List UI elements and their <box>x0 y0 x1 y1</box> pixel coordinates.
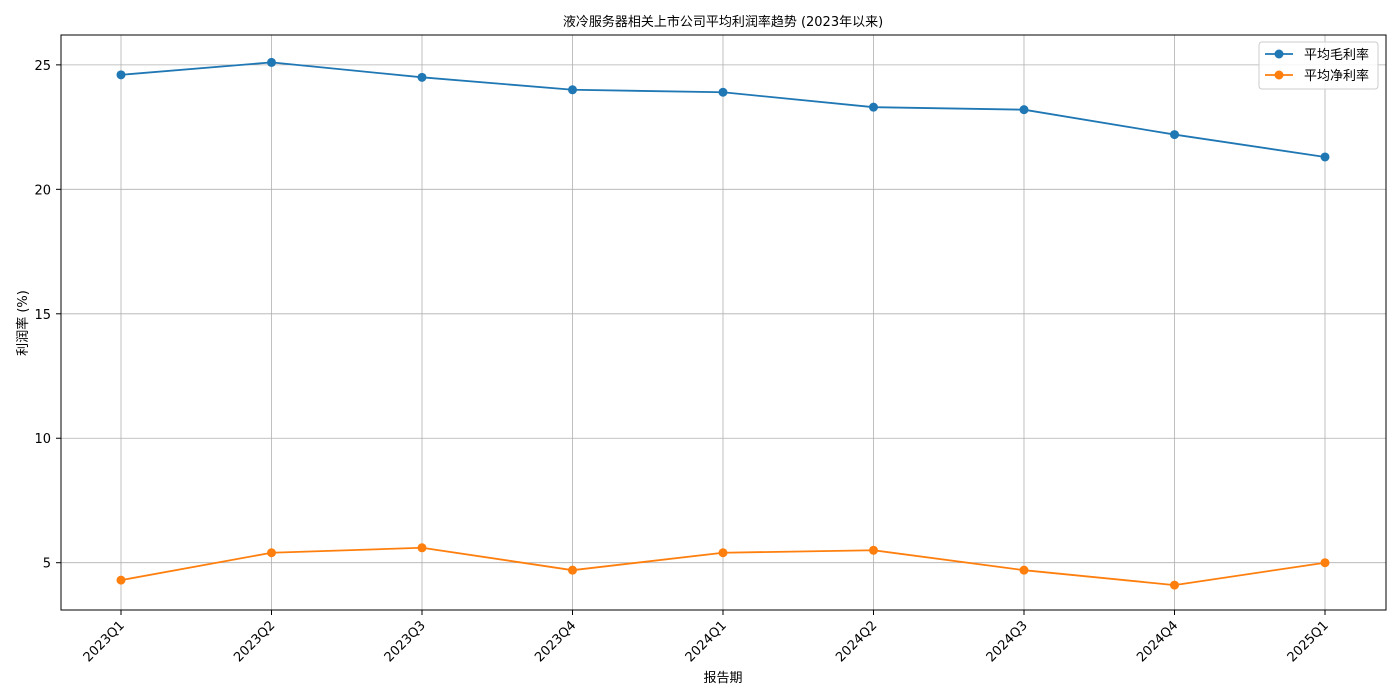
y-tick-label: 10 <box>34 432 51 447</box>
y-tick-label: 5 <box>43 557 51 572</box>
data-point-0 <box>116 70 126 80</box>
y-tick-label: 15 <box>34 308 51 323</box>
x-tick-label: 2024Q1 <box>683 618 730 665</box>
x-axis-label: 报告期 <box>703 671 742 686</box>
grid-layer <box>61 35 1386 610</box>
x-tick-label: 2023Q3 <box>382 618 429 665</box>
data-point-1 <box>267 548 276 558</box>
data-point-0 <box>1019 105 1029 115</box>
legend-item-net-margin: 平均净利率 <box>1265 68 1369 84</box>
data-point-1 <box>1170 580 1179 590</box>
data-point-0 <box>718 87 728 97</box>
legend-marker-gross-margin <box>1274 49 1284 59</box>
x-tick-label: 2024Q4 <box>1134 618 1181 665</box>
data-point-1 <box>1320 558 1330 568</box>
plot-frame <box>60 34 1387 611</box>
data-point-0 <box>1170 130 1179 140</box>
data-point-1 <box>417 543 427 553</box>
data-point-0 <box>1320 152 1330 162</box>
legend-label-net-margin: 平均净利率 <box>1304 68 1369 84</box>
chart-title: 液冷服务器相关上市公司平均利润率趋势 (2023年以来) <box>563 14 883 30</box>
x-axis: 2023Q1 2023Q2 2023Q3 2023Q4 2024Q1 2024Q2 2024… <box>81 610 1332 665</box>
x-tick-label: 2024Q3 <box>984 618 1031 665</box>
data-point-0 <box>417 72 427 82</box>
legend-item-gross-margin: 平均毛利率 <box>1265 47 1369 63</box>
data-point-1 <box>568 565 577 575</box>
y-axis-label: 利润率 (%) <box>15 290 31 356</box>
x-tick-label: 2024Q2 <box>833 618 880 665</box>
data-point-1 <box>1019 565 1029 575</box>
data-point-1 <box>869 545 878 555</box>
legend-marker-net-margin <box>1274 70 1284 80</box>
x-tick-label: 2023Q1 <box>81 618 128 665</box>
x-tick-label: 2025Q1 <box>1285 618 1332 665</box>
data-point-1 <box>116 575 126 585</box>
series-layer <box>116 57 1330 590</box>
data-point-0 <box>869 102 878 112</box>
data-point-1 <box>718 548 728 558</box>
y-tick-label: 20 <box>34 183 51 198</box>
legend: 平均毛利率 平均净利率 <box>1258 41 1379 90</box>
x-tick-label: 2023Q2 <box>231 618 278 665</box>
y-tick-label: 25 <box>34 59 51 74</box>
data-point-0 <box>267 57 276 67</box>
data-point-0 <box>568 85 577 95</box>
legend-label-gross-margin: 平均毛利率 <box>1304 47 1369 63</box>
x-tick-label: 2023Q4 <box>532 618 579 665</box>
y-axis: 5 10 15 20 25 <box>34 59 61 572</box>
